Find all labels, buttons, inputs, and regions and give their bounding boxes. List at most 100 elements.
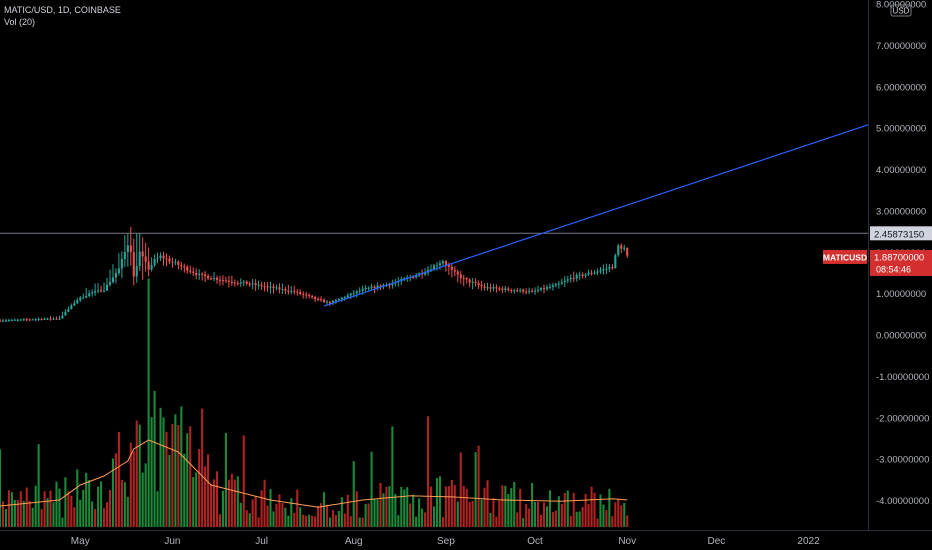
volume-bar: [385, 486, 388, 527]
volume-bar: [560, 504, 563, 527]
candle-body: [528, 290, 531, 292]
candle-body: [587, 272, 590, 275]
volume-bar: [441, 517, 444, 527]
candle-body: [103, 290, 106, 292]
volume-bar: [192, 477, 195, 527]
volume-bar: [28, 500, 31, 527]
volume-bar: [510, 488, 513, 527]
candle-body: [73, 303, 76, 306]
volume-bar: [10, 492, 13, 527]
volume-bar: [0, 449, 2, 527]
volume-bar: [480, 499, 483, 527]
candle-body: [46, 318, 49, 320]
candle-body: [100, 290, 103, 292]
candle-body: [177, 261, 180, 265]
volume-bar: [563, 493, 566, 527]
volume-bar: [531, 483, 534, 527]
volume-bar: [429, 486, 433, 527]
volume-bar: [450, 479, 453, 527]
volume-bar: [290, 498, 293, 527]
candle-body: [340, 297, 343, 299]
volume-bar: [31, 507, 34, 527]
volume-bar: [144, 463, 147, 527]
candle-body: [421, 273, 424, 275]
candle-body: [474, 281, 477, 283]
volume-bar: [468, 501, 471, 527]
x-tick-label: May: [71, 536, 90, 547]
x-tick-label: 2022: [797, 536, 820, 547]
candle-body: [548, 286, 551, 288]
volume-bar: [331, 510, 334, 527]
candle-body: [281, 288, 284, 290]
hline-price-text: 2.45873150: [874, 229, 924, 240]
candle-body: [165, 258, 168, 260]
volume-bar: [254, 496, 257, 527]
candle-body: [599, 270, 602, 272]
candle-body: [542, 288, 546, 290]
candle-body: [471, 281, 474, 283]
volume-bar: [186, 433, 189, 527]
candle-body: [507, 288, 510, 290]
volume-bar: [522, 518, 525, 527]
volume-bar: [358, 517, 361, 527]
volume-bar: [537, 501, 540, 527]
volume-bar: [406, 487, 409, 527]
candle-body: [412, 276, 415, 278]
volume-bar: [153, 390, 156, 527]
volume-bar: [171, 424, 174, 527]
volume-bar: [263, 479, 266, 527]
volume-bar: [177, 425, 180, 527]
candle-body: [620, 245, 623, 249]
volume-bar: [305, 515, 308, 527]
volume-bar: [221, 490, 224, 527]
candle-body: [239, 282, 242, 284]
volume-bar: [391, 426, 394, 527]
volume-bar: [46, 498, 49, 527]
volume-bar: [233, 479, 236, 527]
volume-bar: [257, 517, 260, 527]
candle-body: [242, 281, 245, 283]
volume-bar: [162, 417, 165, 527]
candle-body: [334, 299, 337, 301]
currency-chip[interactable]: USD: [890, 4, 912, 17]
candle-body: [150, 265, 153, 270]
volume-bar: [281, 503, 284, 527]
candle-body: [534, 290, 537, 292]
candle-body: [435, 265, 439, 267]
volume-bar: [311, 515, 314, 527]
candle-body: [519, 289, 522, 291]
volume-bar: [447, 486, 450, 527]
volume-bar: [355, 491, 358, 527]
candle-body: [287, 290, 290, 292]
volume-bar: [545, 506, 548, 527]
candle-body: [230, 281, 233, 283]
volume-bar: [52, 502, 55, 527]
volume-bar: [548, 490, 551, 527]
volume-bar: [539, 514, 543, 527]
candle-body: [626, 247, 629, 256]
volume-bar: [64, 477, 67, 527]
candle-body: [76, 300, 79, 304]
candle-body: [480, 284, 483, 287]
volume-bar: [317, 505, 320, 527]
volume-bar: [123, 482, 126, 527]
candle-body: [311, 296, 314, 298]
volume-bar: [432, 506, 436, 527]
candle-body: [623, 247, 626, 249]
candle-body: [22, 319, 25, 321]
volume-bar: [242, 435, 245, 527]
candle-body: [85, 296, 88, 298]
volume-bar: [55, 481, 58, 527]
volume-bar: [19, 491, 22, 527]
candle-body: [432, 265, 436, 270]
x-tick-label: Jul: [255, 536, 268, 547]
volume-bar: [299, 507, 302, 527]
trend-line[interactable]: [323, 124, 869, 307]
candle-body: [97, 290, 100, 292]
volume-bar: [1, 501, 5, 527]
volume-bar: [376, 499, 379, 527]
volume-bar: [513, 481, 516, 527]
candle-body: [370, 286, 373, 288]
candle-body: [284, 288, 287, 291]
